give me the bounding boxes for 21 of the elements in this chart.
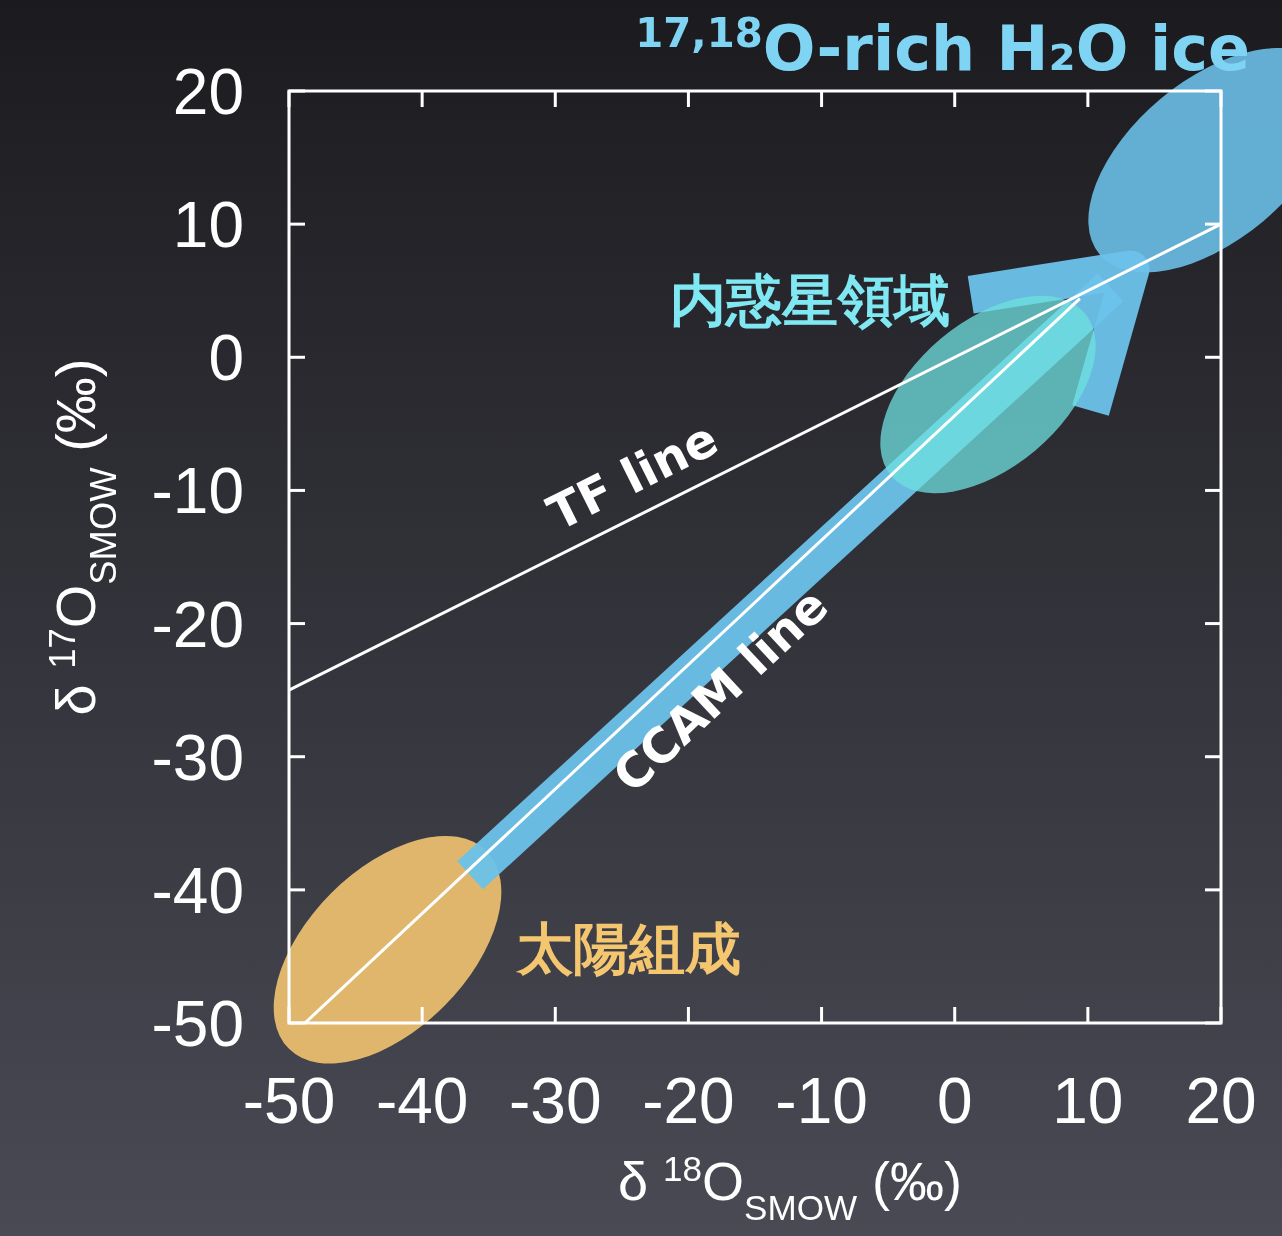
- x-tick-label: -40: [375, 1065, 469, 1137]
- y-tick-label: 0: [208, 322, 244, 395]
- x-tick-label: -30: [509, 1065, 602, 1137]
- x-tick-label: -20: [642, 1065, 735, 1137]
- x-tick-label: 0: [936, 1065, 973, 1137]
- y-tick-label: -20: [151, 588, 244, 661]
- y-tick-label: -50: [151, 988, 244, 1061]
- x-tick-label: 10: [1052, 1065, 1124, 1137]
- annotation: TF line: [538, 409, 727, 542]
- chart-title: $^{17,18}$O-rich H₂O ice: [635, 9, 1250, 85]
- x-tick-label: -50: [242, 1065, 336, 1137]
- y-tick-label: 10: [172, 189, 244, 262]
- annotation: 太陽組成: [514, 916, 741, 982]
- annotation: 内惑星領域: [669, 267, 950, 333]
- y-tick-label: -40: [151, 854, 244, 927]
- y-tick-label: 20: [172, 56, 244, 129]
- y-tick-label: -10: [151, 455, 244, 528]
- x-tick-label: -10: [775, 1065, 868, 1137]
- x-tick-label: 20: [1185, 1065, 1257, 1137]
- x-axis-title: δ $^{18}$O$_{SMOW}$ (‰): [617, 1148, 963, 1227]
- y-tick-label: -30: [151, 721, 244, 794]
